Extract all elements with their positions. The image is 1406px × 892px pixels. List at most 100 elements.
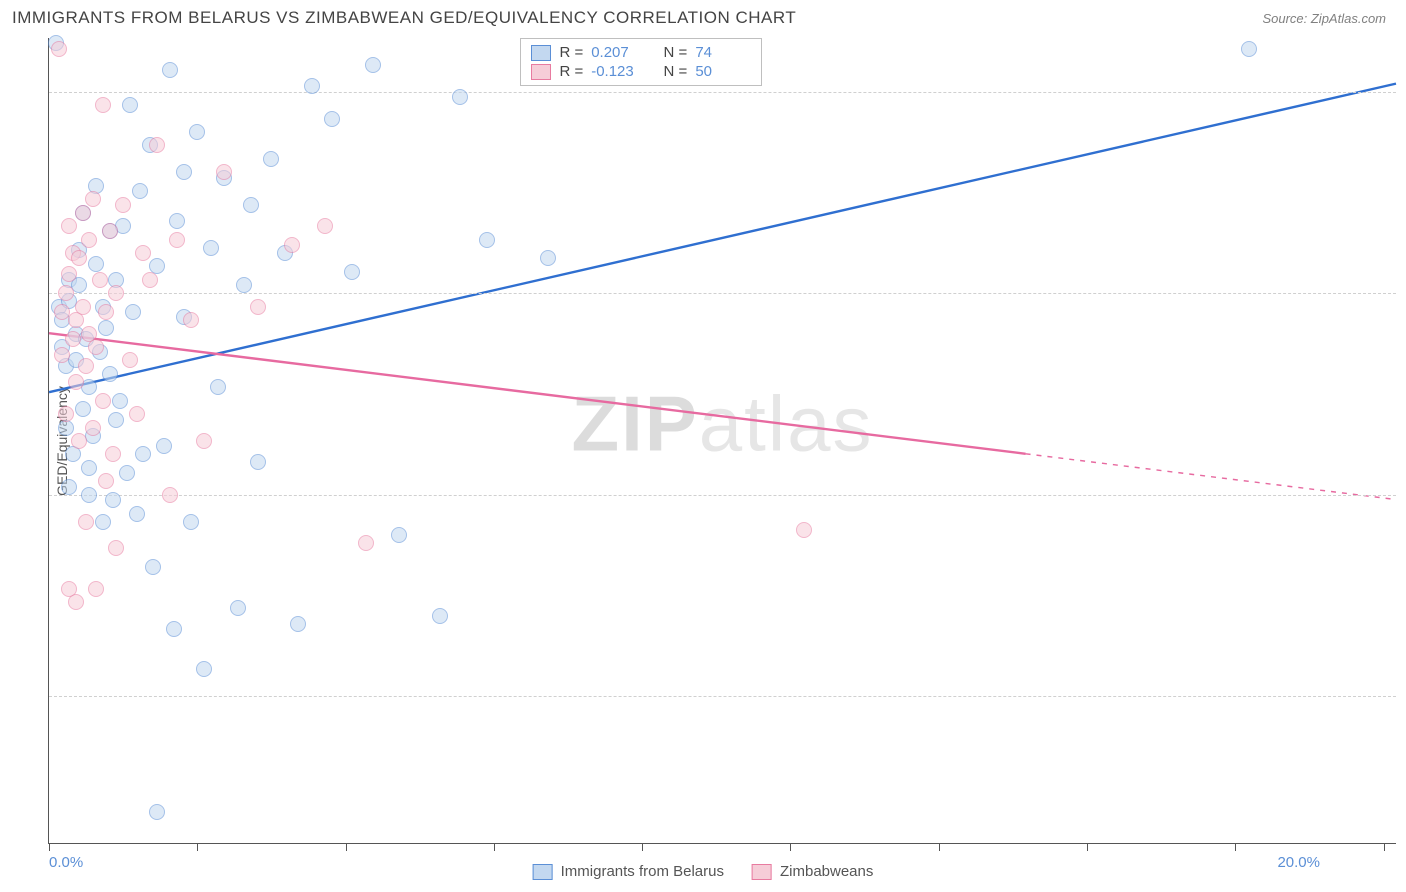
scatter-point bbox=[250, 299, 266, 315]
scatter-point bbox=[81, 487, 97, 503]
legend-series-label: Immigrants from Belarus bbox=[561, 863, 724, 880]
plot-region: 77.5%85.0%92.5%100.0% bbox=[49, 38, 1396, 843]
legend-swatch bbox=[531, 64, 551, 80]
scatter-point bbox=[365, 57, 381, 73]
scatter-point bbox=[61, 266, 77, 282]
x-axis-max-label: 20.0% bbox=[1277, 854, 1320, 871]
scatter-point bbox=[432, 608, 448, 624]
legend-series-item: Immigrants from Belarus bbox=[533, 863, 724, 880]
scatter-point bbox=[61, 479, 77, 495]
scatter-point bbox=[452, 89, 468, 105]
scatter-point bbox=[102, 223, 118, 239]
scatter-point bbox=[479, 232, 495, 248]
scatter-point bbox=[135, 245, 151, 261]
stat-N-label: N = bbox=[655, 63, 687, 80]
x-tick bbox=[346, 843, 347, 851]
x-tick bbox=[642, 843, 643, 851]
scatter-point bbox=[145, 559, 161, 575]
scatter-point bbox=[196, 661, 212, 677]
legend-series-label: Zimbabweans bbox=[780, 863, 873, 880]
scatter-point bbox=[78, 358, 94, 374]
scatter-point bbox=[102, 366, 118, 382]
scatter-point bbox=[122, 97, 138, 113]
scatter-point bbox=[250, 454, 266, 470]
x-tick bbox=[790, 843, 791, 851]
legend-swatch bbox=[533, 864, 553, 880]
scatter-point bbox=[108, 540, 124, 556]
scatter-point bbox=[92, 272, 108, 288]
scatter-point bbox=[81, 460, 97, 476]
scatter-point bbox=[119, 465, 135, 481]
scatter-point bbox=[85, 420, 101, 436]
scatter-point bbox=[78, 514, 94, 530]
x-tick bbox=[49, 843, 50, 851]
scatter-point bbox=[324, 111, 340, 127]
scatter-point bbox=[98, 320, 114, 336]
scatter-point bbox=[391, 527, 407, 543]
scatter-point bbox=[81, 232, 97, 248]
scatter-point bbox=[95, 97, 111, 113]
scatter-point bbox=[317, 218, 333, 234]
scatter-point bbox=[75, 299, 91, 315]
scatter-point bbox=[85, 191, 101, 207]
x-tick bbox=[1235, 843, 1236, 851]
scatter-point bbox=[98, 304, 114, 320]
legend-series-item: Zimbabweans bbox=[752, 863, 873, 880]
scatter-point bbox=[115, 197, 131, 213]
scatter-point bbox=[135, 446, 151, 462]
scatter-point bbox=[61, 218, 77, 234]
scatter-point bbox=[263, 151, 279, 167]
scatter-point bbox=[358, 535, 374, 551]
stat-N-value: 74 bbox=[695, 44, 751, 61]
scatter-point bbox=[236, 277, 252, 293]
gridline bbox=[49, 696, 1396, 697]
trend-lines bbox=[49, 38, 1396, 843]
scatter-point bbox=[58, 406, 74, 422]
scatter-point bbox=[132, 183, 148, 199]
scatter-point bbox=[540, 250, 556, 266]
chart-area: GED/Equivalency ZIPatlas 77.5%85.0%92.5%… bbox=[48, 38, 1396, 844]
scatter-point bbox=[129, 406, 145, 422]
scatter-point bbox=[183, 514, 199, 530]
scatter-point bbox=[216, 164, 232, 180]
stat-R-label: R = bbox=[559, 44, 583, 61]
scatter-point bbox=[344, 264, 360, 280]
scatter-point bbox=[122, 352, 138, 368]
x-tick bbox=[1087, 843, 1088, 851]
scatter-point bbox=[149, 137, 165, 153]
scatter-point bbox=[196, 433, 212, 449]
scatter-point bbox=[125, 304, 141, 320]
stat-N-label: N = bbox=[655, 44, 687, 61]
scatter-point bbox=[149, 804, 165, 820]
legend-series: Immigrants from Belarus Zimbabweans bbox=[533, 863, 874, 880]
chart-source: Source: ZipAtlas.com bbox=[1262, 11, 1386, 26]
x-axis-min-label: 0.0% bbox=[49, 854, 83, 871]
scatter-point bbox=[98, 473, 114, 489]
scatter-point bbox=[61, 581, 77, 597]
x-tick bbox=[939, 843, 940, 851]
scatter-point bbox=[189, 124, 205, 140]
scatter-point bbox=[230, 600, 246, 616]
gridline bbox=[49, 495, 1396, 496]
scatter-point bbox=[65, 331, 81, 347]
x-tick bbox=[494, 843, 495, 851]
stat-N-value: 50 bbox=[695, 63, 751, 80]
x-tick bbox=[1384, 843, 1385, 851]
legend-swatch bbox=[752, 864, 772, 880]
scatter-point bbox=[88, 339, 104, 355]
scatter-point bbox=[75, 205, 91, 221]
scatter-point bbox=[290, 616, 306, 632]
stat-R-value: 0.207 bbox=[591, 44, 647, 61]
scatter-point bbox=[88, 256, 104, 272]
scatter-point bbox=[243, 197, 259, 213]
chart-header: IMMIGRANTS FROM BELARUS VS ZIMBABWEAN GE… bbox=[0, 0, 1406, 32]
scatter-point bbox=[105, 492, 121, 508]
scatter-point bbox=[142, 272, 158, 288]
scatter-point bbox=[108, 285, 124, 301]
scatter-point bbox=[796, 522, 812, 538]
scatter-point bbox=[169, 213, 185, 229]
scatter-point bbox=[68, 374, 84, 390]
scatter-point bbox=[75, 401, 91, 417]
legend-swatch bbox=[531, 45, 551, 61]
scatter-point bbox=[162, 487, 178, 503]
